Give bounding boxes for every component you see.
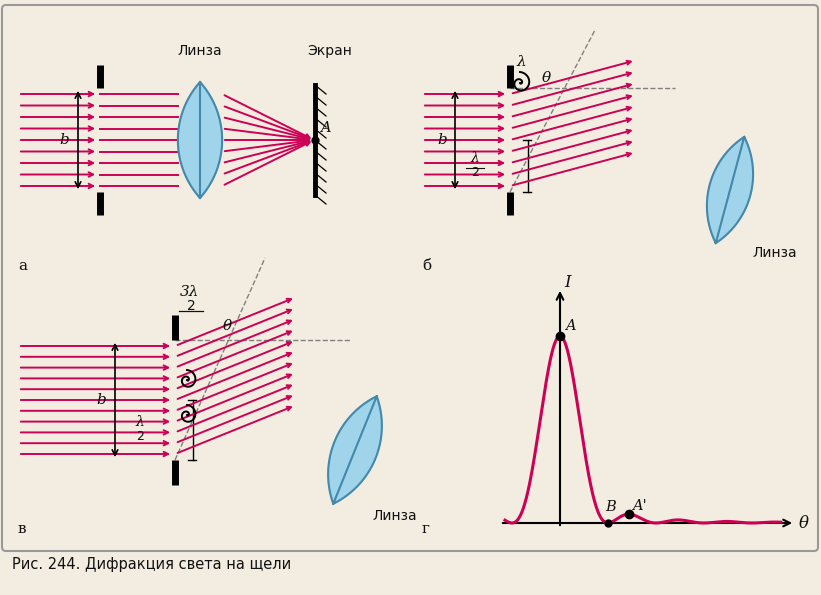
Text: а: а bbox=[18, 259, 27, 273]
Text: b: b bbox=[437, 133, 447, 147]
Text: λ: λ bbox=[470, 151, 479, 165]
Text: b: b bbox=[96, 393, 106, 407]
Text: I: I bbox=[564, 274, 571, 291]
FancyBboxPatch shape bbox=[2, 5, 818, 551]
Text: θ: θ bbox=[223, 319, 232, 333]
Text: θ: θ bbox=[799, 515, 809, 532]
Text: λ: λ bbox=[135, 415, 144, 429]
Text: 3λ: 3λ bbox=[180, 285, 200, 299]
Polygon shape bbox=[328, 396, 382, 504]
Text: A': A' bbox=[631, 499, 646, 513]
Text: б: б bbox=[422, 259, 431, 273]
Text: Линза: Линза bbox=[752, 246, 796, 260]
Text: 2: 2 bbox=[187, 299, 195, 313]
Text: B: B bbox=[605, 500, 616, 514]
Text: г: г bbox=[422, 522, 430, 536]
Text: Линза: Линза bbox=[372, 509, 416, 523]
Text: b: b bbox=[59, 133, 69, 147]
Text: 2: 2 bbox=[136, 430, 144, 443]
Polygon shape bbox=[707, 137, 753, 243]
Polygon shape bbox=[178, 82, 222, 198]
Text: λ: λ bbox=[516, 55, 525, 69]
Text: Линза: Линза bbox=[177, 44, 222, 58]
Text: в: в bbox=[18, 522, 26, 536]
Text: 2: 2 bbox=[471, 166, 479, 179]
Text: A: A bbox=[320, 121, 331, 135]
Text: Экран: Экран bbox=[308, 44, 352, 58]
Text: A: A bbox=[565, 319, 576, 333]
Text: θ: θ bbox=[542, 71, 551, 85]
Text: Рис. 244. Дифракция света на щели: Рис. 244. Дифракция света на щели bbox=[12, 558, 291, 572]
